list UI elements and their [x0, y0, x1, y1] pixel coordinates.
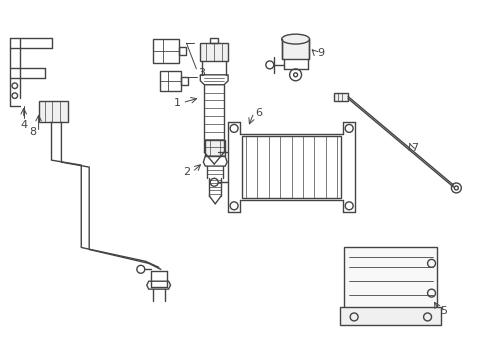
Text: 7: 7	[410, 143, 417, 153]
Bar	[39, 100, 68, 122]
Bar	[334, 93, 347, 100]
Bar	[200, 43, 228, 61]
Text: 4: 4	[20, 121, 27, 130]
Bar	[152, 39, 178, 63]
Text: 3: 3	[198, 68, 205, 78]
Bar	[205, 140, 224, 156]
Bar	[210, 38, 218, 43]
Ellipse shape	[281, 34, 309, 44]
Text: 1: 1	[173, 98, 180, 108]
Bar	[178, 47, 186, 55]
Text: 2: 2	[183, 167, 190, 177]
Text: 6: 6	[254, 108, 262, 117]
Bar	[344, 247, 437, 309]
Bar	[242, 136, 341, 198]
Bar	[181, 77, 188, 85]
Bar	[340, 307, 441, 325]
Text: 9: 9	[317, 48, 324, 58]
Bar	[160, 71, 181, 91]
Text: 5: 5	[440, 306, 447, 316]
Text: 8: 8	[29, 127, 37, 138]
Bar	[281, 39, 309, 59]
